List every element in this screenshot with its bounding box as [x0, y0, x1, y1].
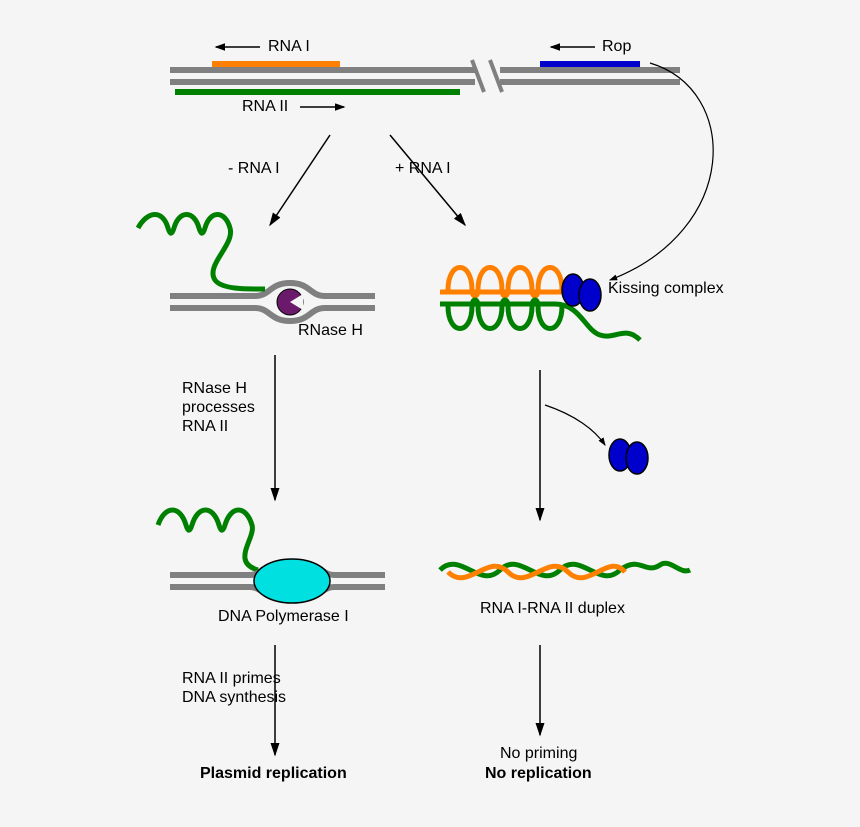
label-plasmid: Plasmid replication — [200, 765, 347, 783]
label-plus-rna1: + RNA I — [395, 160, 451, 178]
label-kissing: Kissing complex — [608, 280, 724, 298]
kissing-complex — [440, 268, 640, 341]
label-rna2: RNA II — [242, 98, 288, 116]
diagram-canvas: RNA I Rop RNA II - RNA I + RNA I RNase H… — [0, 0, 860, 827]
rop-off-arrow — [545, 405, 605, 445]
label-norepl: No replication — [485, 765, 592, 783]
label-proc1: RNase H — [182, 380, 247, 398]
label-proc2: processes — [182, 399, 255, 417]
label-proc3: RNA II — [182, 418, 228, 436]
rop-curve — [610, 63, 713, 280]
label-minus-rna1: - RNA I — [228, 160, 280, 178]
top-dna — [170, 60, 680, 92]
label-nopriming: No priming — [500, 745, 577, 763]
label-primes1: RNA II primes — [182, 670, 281, 688]
branch-left-arrow — [270, 135, 330, 225]
branch-right-arrow — [390, 135, 465, 225]
rop-free — [609, 439, 648, 474]
label-duplex: RNA I-RNA II duplex — [480, 600, 625, 618]
label-primes2: DNA synthesis — [182, 689, 286, 707]
rnase-h-complex — [138, 215, 375, 322]
rna-duplex — [440, 563, 690, 577]
label-dnapol: DNA Polymerase I — [218, 608, 349, 626]
diagram-svg — [0, 0, 860, 827]
label-rna1: RNA I — [268, 38, 310, 56]
label-rop: Rop — [602, 38, 631, 56]
dnapol-complex — [158, 510, 385, 603]
label-rnaseh: RNase H — [298, 322, 363, 340]
